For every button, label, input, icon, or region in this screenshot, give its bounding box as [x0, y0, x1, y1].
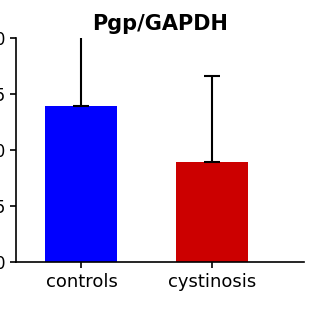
Title: Pgp/GAPDH: Pgp/GAPDH	[92, 14, 228, 34]
Bar	[176, 162, 248, 262]
Bar	[45, 106, 117, 262]
